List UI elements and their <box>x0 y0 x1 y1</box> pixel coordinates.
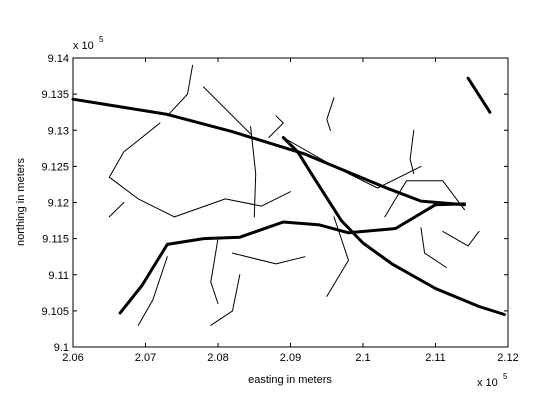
x-tick-label: 2.07 <box>135 352 156 364</box>
x-tick-label: 2.1 <box>355 352 370 364</box>
x-tick-label: 2.11 <box>425 352 446 364</box>
y-tick-label: 9.115 <box>42 234 69 246</box>
x-tick-label: 2.08 <box>207 352 228 364</box>
y-tick-label: 9.125 <box>41 161 69 173</box>
y-exponent-base: x 10 <box>73 40 94 52</box>
y-tick-label: 9.14 <box>48 53 69 65</box>
x-axis-label: easting in meters <box>248 374 332 386</box>
x-exponent-base: x 10 <box>477 377 498 389</box>
x-exponent-power: 5 <box>503 372 508 381</box>
x-tick-label: 2.12 <box>497 352 518 364</box>
y-tick-label: 9.105 <box>41 306 69 318</box>
y-tick-label: 9.11 <box>48 270 69 282</box>
y-tick-label: 9.13 <box>48 125 69 137</box>
y-tick-label: 9.1 <box>54 342 69 354</box>
x-tick-label: 2.09 <box>280 352 301 364</box>
y-axis-label: northing in meters <box>15 157 27 246</box>
y-tick-label: 9.135 <box>41 89 69 101</box>
y-tick-label: 9.12 <box>48 198 69 210</box>
y-exponent-power: 5 <box>99 35 104 44</box>
